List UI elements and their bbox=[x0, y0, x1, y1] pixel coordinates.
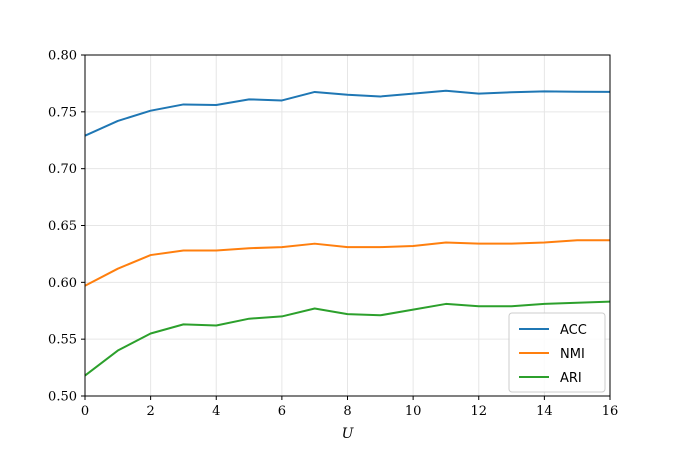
x-tick-label: 0 bbox=[81, 404, 89, 419]
x-tick-label: 6 bbox=[278, 404, 286, 419]
legend-label-ari: ARI bbox=[560, 371, 582, 386]
x-tick-label: 14 bbox=[536, 404, 553, 419]
x-tick-label: 10 bbox=[405, 404, 422, 419]
series-line-ari bbox=[84, 300, 611, 377]
legend: ACC NMI ARI bbox=[508, 312, 606, 393]
legend-box bbox=[508, 312, 606, 393]
series-line-nmi bbox=[84, 239, 610, 287]
y-tick-label: 0.75 bbox=[48, 105, 77, 120]
x-axis-title: U bbox=[342, 426, 355, 442]
x-tick-label: 12 bbox=[470, 404, 487, 419]
series-lines bbox=[84, 89, 611, 377]
x-tick-label: 2 bbox=[146, 404, 154, 419]
x-tick-label: 16 bbox=[602, 404, 619, 419]
x-axis: 0 2 4 6 8 10 12 14 16 bbox=[81, 396, 618, 419]
x-tick-label: 8 bbox=[343, 404, 351, 419]
y-tick-label: 0.50 bbox=[48, 390, 77, 405]
x-tick-label: 4 bbox=[212, 404, 220, 419]
y-tick-label: 0.60 bbox=[48, 276, 77, 291]
y-tick-label: 0.80 bbox=[48, 49, 77, 64]
grid bbox=[84, 54, 611, 397]
series-line-acc bbox=[84, 89, 611, 137]
y-tick-label: 0.70 bbox=[48, 162, 77, 177]
y-tick-label: 0.55 bbox=[48, 333, 77, 348]
legend-label-acc: ACC bbox=[560, 323, 587, 338]
legend-label-nmi: NMI bbox=[560, 347, 585, 362]
y-axis: 0.50 0.55 0.60 0.65 0.70 0.75 0.80 bbox=[48, 49, 85, 405]
y-tick-label: 0.65 bbox=[48, 219, 77, 234]
